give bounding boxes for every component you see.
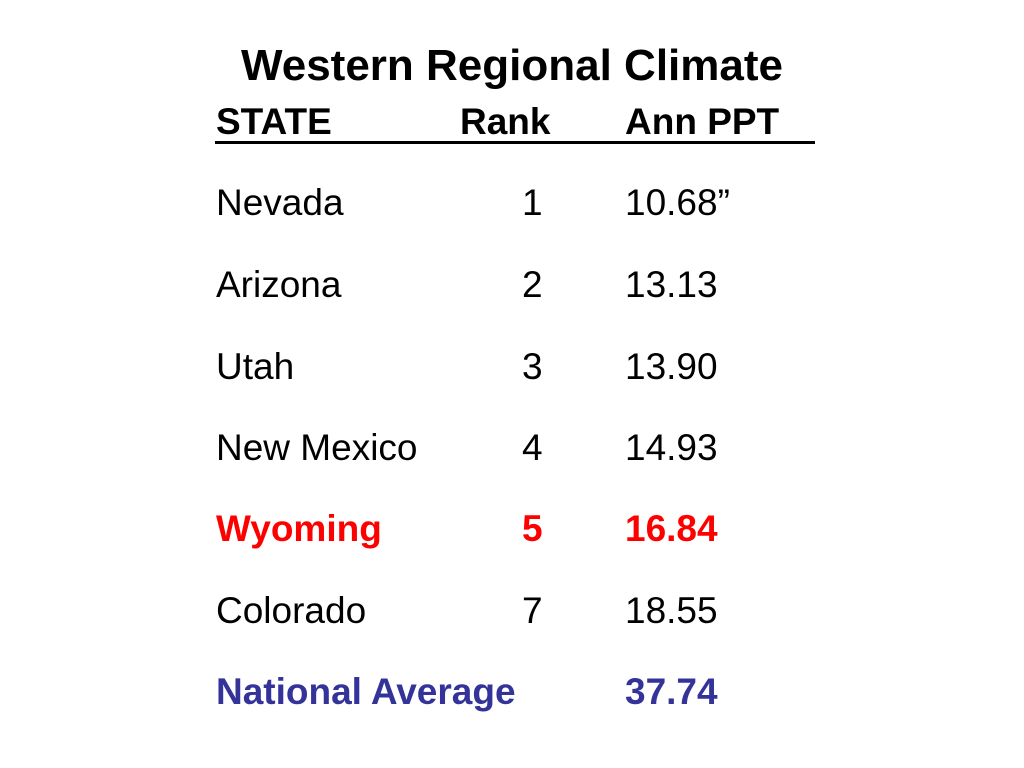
cell: 4 (522, 427, 543, 468)
header-rule (215, 141, 815, 144)
cell: Nevada (216, 182, 344, 223)
cell: New Mexico (216, 427, 418, 468)
cell: 3 (522, 346, 543, 387)
cell: Utah (216, 346, 295, 387)
cell: 7 (522, 590, 543, 631)
cell: 5 (522, 508, 543, 549)
cell: 14.93 (625, 427, 718, 468)
cell: 18.55 (625, 590, 718, 631)
header-cell: Ann PPT (625, 101, 780, 142)
cell: 13.13 (625, 264, 718, 305)
header-cell: STATE (216, 101, 332, 142)
header-cell: Rank (460, 101, 551, 142)
cell: 2 (522, 264, 543, 305)
cell: Wyoming (216, 508, 382, 549)
cell: 10.68” (625, 182, 730, 223)
cell: Arizona (216, 264, 342, 305)
cell: 37.74 (625, 671, 718, 712)
cell: 13.90 (625, 346, 718, 387)
cell: 16.84 (625, 508, 718, 549)
cell: National Average (216, 671, 516, 712)
title: Western Regional Climate (241, 41, 783, 90)
cell: Colorado (216, 590, 367, 631)
cell: 1 (522, 182, 543, 223)
